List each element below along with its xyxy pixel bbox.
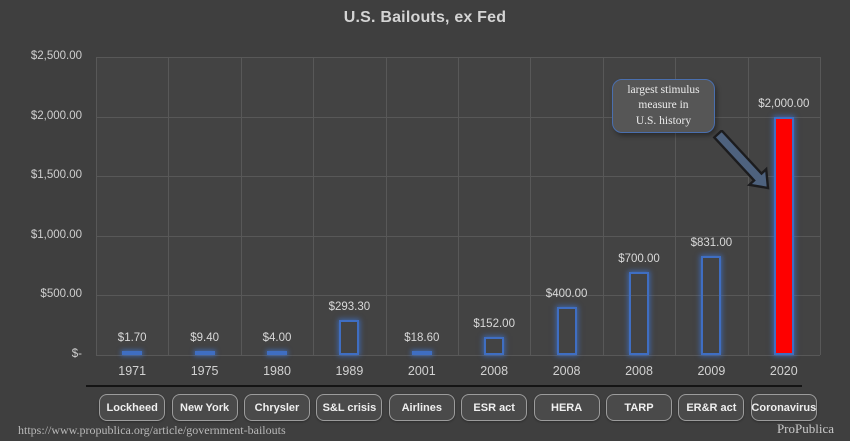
gridline-vertical — [747, 57, 749, 355]
source-url: https://www.propublica.org/article/gover… — [18, 423, 286, 437]
legend-button-esr-act[interactable]: ESR act — [461, 394, 528, 421]
x-axis-category-label: 2008 — [552, 364, 581, 378]
bar-value-label: $293.30 — [328, 301, 371, 313]
y-axis-tick-label: $- — [71, 348, 82, 360]
gridline-vertical — [385, 57, 387, 355]
legend-button-airlines[interactable]: Airlines — [388, 394, 455, 421]
y-axis-tick-label: $1,000.00 — [30, 228, 82, 241]
x-axis-category-label: 2008 — [480, 364, 509, 378]
y-axis-tick-label: $500.00 — [40, 288, 82, 301]
x-axis-category-label: 1980 — [263, 364, 291, 378]
bar — [411, 351, 432, 355]
axis-base-line — [86, 385, 802, 387]
y-axis-tick-label: $1,500.00 — [30, 169, 82, 182]
bar-value-label: $1.70 — [117, 332, 147, 344]
gridline-vertical — [602, 57, 604, 355]
bar-value-label: $2,000.00 — [758, 98, 810, 110]
legend-button-new-york[interactable]: New York — [171, 394, 238, 421]
legend-button-chrysler[interactable]: Chrysler — [244, 394, 310, 421]
x-axis-category-label: 2001 — [407, 364, 436, 378]
gridline-vertical — [96, 57, 97, 355]
chart-title: U.S. Bailouts, ex Fed — [343, 9, 507, 26]
bar — [267, 351, 287, 355]
bar — [556, 307, 577, 355]
bar — [122, 351, 143, 355]
bar-value-label: $4.00 — [262, 332, 292, 344]
gridline-vertical — [168, 57, 170, 355]
legend-button-s-l-crisis[interactable]: S&L crisis — [316, 394, 383, 421]
annotation-arrow-icon — [712, 130, 770, 190]
x-axis-category-label: 1975 — [190, 364, 219, 378]
bar-value-label: $831.00 — [690, 237, 733, 249]
gridline-vertical — [530, 57, 532, 355]
x-axis-category-label: 1971 — [118, 364, 147, 378]
legend-button-lockheed[interactable]: Lockheed — [99, 394, 166, 421]
bar — [194, 351, 215, 355]
annotation-callout: largest stimulus measure in U.S. history — [612, 79, 715, 133]
bar-value-label: $700.00 — [618, 253, 660, 265]
gridline-vertical — [313, 57, 315, 355]
gridline-horizontal — [96, 355, 820, 356]
bar — [773, 117, 794, 355]
x-axis-category-label: 1989 — [335, 364, 364, 378]
bar-value-label: $18.60 — [404, 332, 440, 344]
x-axis-category-label: 2020 — [769, 364, 798, 378]
gridline-vertical — [240, 57, 242, 355]
gridline-vertical — [675, 57, 677, 355]
bar-value-label: $152.00 — [473, 318, 515, 330]
x-axis-category-label: 2009 — [697, 364, 726, 378]
bar — [701, 256, 722, 355]
legend-button-tarp[interactable]: TARP — [606, 394, 672, 421]
bar-value-label: $9.40 — [190, 332, 219, 344]
annotation-text: largest stimulus measure in U.S. history — [627, 84, 700, 127]
legend-button-coronavirus[interactable]: Coronavirus — [750, 394, 817, 421]
legend-button-hera[interactable]: HERA — [533, 394, 600, 421]
bar — [339, 320, 360, 355]
y-axis-tick-label: $2,000.00 — [30, 109, 82, 122]
brand-label: ProPublica — [776, 421, 834, 436]
bar-value-label: $400.00 — [545, 288, 588, 300]
legend-button-er-r-act[interactable]: ER&R act — [678, 394, 745, 421]
gridline-vertical — [458, 57, 459, 355]
gridline-vertical — [820, 57, 821, 355]
y-axis-tick-label: $2,500.00 — [30, 50, 82, 62]
bar — [484, 337, 505, 355]
bar — [629, 272, 649, 355]
x-axis-category-label: 2008 — [625, 364, 653, 378]
